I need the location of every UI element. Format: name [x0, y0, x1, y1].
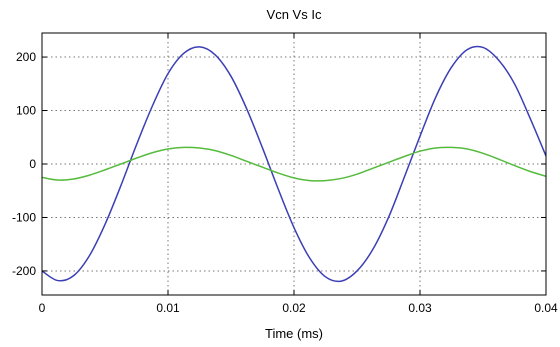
y-axis-tick-labels: -200 -100 0 100 200 [12, 50, 36, 278]
x-tick-label: 0.04 [534, 301, 558, 315]
grid [42, 33, 546, 295]
chart-title: Vcn Vs Ic [267, 7, 322, 22]
x-tick-label: 0.01 [156, 301, 180, 315]
series-line-2 [41, 146, 547, 182]
y-tick-label: 200 [16, 50, 36, 64]
y-tick-label: 0 [29, 157, 36, 171]
series-layer [41, 45, 547, 283]
y-tick-label: 100 [16, 104, 36, 118]
y-tick-label: -100 [12, 210, 36, 224]
y-tick-label: -200 [12, 264, 36, 278]
axis-ticks [41, 33, 547, 295]
x-axis-tick-labels: 0 0.01 0.02 0.03 0.04 [39, 301, 558, 315]
x-tick-label: 0.03 [408, 301, 432, 315]
x-tick-label: 0 [39, 301, 46, 315]
x-tick-label: 0.02 [282, 301, 306, 315]
series-line-1 [41, 45, 547, 283]
x-axis-label: Time (ms) [265, 326, 323, 341]
